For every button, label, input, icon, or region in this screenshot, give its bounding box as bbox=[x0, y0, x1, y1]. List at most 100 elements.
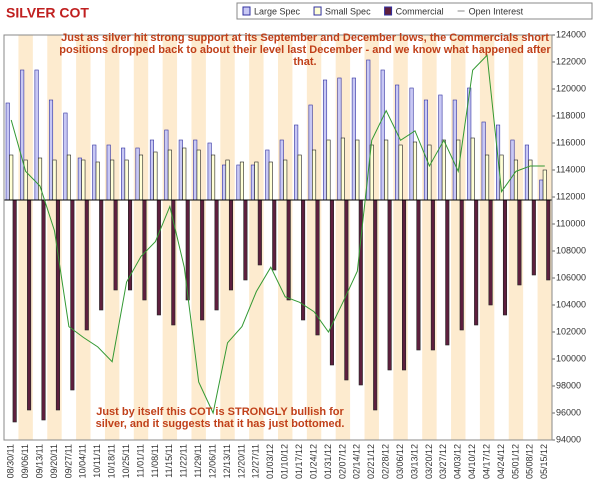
bar bbox=[182, 147, 187, 201]
legend-label: Commercial bbox=[396, 6, 444, 16]
bar bbox=[459, 199, 464, 331]
bar bbox=[329, 199, 334, 366]
bar bbox=[513, 159, 518, 201]
y2-tick-label: 94000 bbox=[556, 434, 581, 444]
bar bbox=[52, 159, 57, 201]
bar bbox=[387, 199, 392, 371]
band bbox=[508, 35, 524, 440]
x-tick-label: 11/22/11 bbox=[179, 444, 189, 478]
bar bbox=[351, 77, 356, 201]
bar bbox=[38, 157, 43, 201]
bar bbox=[12, 199, 17, 423]
annotation: Just by itself this COT is STRONGLY bull… bbox=[96, 406, 344, 418]
bar bbox=[340, 137, 345, 201]
y2-tick-label: 116000 bbox=[556, 137, 585, 147]
x-tick-label: 10/25/11 bbox=[121, 444, 131, 478]
bar bbox=[542, 169, 547, 201]
band bbox=[133, 35, 149, 440]
bar bbox=[66, 154, 71, 201]
band bbox=[278, 35, 293, 440]
x-tick-label: 02/07/12 bbox=[337, 444, 347, 479]
bar bbox=[20, 69, 25, 201]
y2-tick-label: 106000 bbox=[556, 272, 586, 282]
x-tick-label: 04/17/12 bbox=[481, 444, 491, 479]
legend-swatch bbox=[384, 6, 393, 16]
legend-label: Open Interest bbox=[469, 6, 524, 16]
x-tick-label: 11/01/11 bbox=[135, 444, 145, 478]
y2-tick-label: 98000 bbox=[556, 380, 581, 390]
bar bbox=[395, 84, 400, 201]
bar bbox=[41, 199, 46, 421]
x-tick-label: 11/29/11 bbox=[193, 444, 203, 478]
x-tick-label: 03/06/12 bbox=[395, 444, 405, 479]
bar bbox=[355, 139, 360, 201]
legend: Large Spec Small Spec Commercial Open Inter… bbox=[236, 2, 593, 20]
y2-tick-label: 96000 bbox=[556, 407, 581, 417]
bar bbox=[510, 139, 515, 201]
bar bbox=[423, 99, 428, 201]
bar bbox=[337, 77, 342, 201]
y2-tick-label: 100000 bbox=[556, 353, 586, 363]
bar bbox=[124, 159, 129, 201]
annotation: silver, and it suggests that it has just… bbox=[96, 418, 345, 430]
x-tick-label: 01/17/12 bbox=[294, 444, 304, 479]
x-tick-label: 01/31/12 bbox=[323, 444, 333, 479]
x-tick-label: 05/15/12 bbox=[539, 444, 549, 479]
bar bbox=[297, 154, 302, 201]
bar bbox=[99, 199, 104, 311]
x-tick-label: 09/20/11 bbox=[49, 444, 59, 478]
legend-label: Large Spec bbox=[254, 6, 301, 16]
x-tick-label: 09/06/11 bbox=[20, 444, 30, 478]
bar bbox=[84, 199, 89, 331]
bar bbox=[485, 154, 490, 201]
bar bbox=[427, 144, 432, 201]
bar bbox=[171, 199, 176, 326]
bar bbox=[196, 149, 201, 201]
bar bbox=[9, 154, 14, 201]
bar bbox=[34, 69, 39, 201]
legend-swatch bbox=[242, 6, 251, 16]
bar bbox=[207, 142, 212, 201]
x-tick-label: 09/13/11 bbox=[34, 444, 44, 478]
bar bbox=[373, 199, 378, 411]
bar bbox=[149, 139, 154, 201]
x-tick-label: 03/13/12 bbox=[409, 444, 419, 479]
x-tick-label: 12/20/11 bbox=[236, 444, 246, 478]
bar bbox=[430, 199, 435, 351]
bar bbox=[539, 179, 544, 201]
bar bbox=[110, 159, 115, 201]
x-tick-label: 12/27/11 bbox=[251, 444, 261, 478]
bar bbox=[398, 144, 403, 201]
x-tick-label: 05/01/12 bbox=[510, 444, 520, 479]
x-tick-label: 05/08/12 bbox=[525, 444, 535, 479]
x-tick-label: 11/15/11 bbox=[164, 444, 174, 478]
bar bbox=[95, 161, 100, 201]
bar bbox=[178, 139, 183, 201]
bar bbox=[409, 87, 414, 201]
bar bbox=[445, 199, 450, 346]
bar bbox=[438, 94, 443, 201]
x-tick-label: 03/20/12 bbox=[424, 444, 434, 479]
x-tick-label: 11/08/11 bbox=[150, 444, 160, 478]
line bbox=[10, 54, 545, 415]
band bbox=[191, 35, 206, 440]
y2-tick-label: 118000 bbox=[556, 110, 585, 120]
y2-tick-label: 110000 bbox=[556, 218, 585, 228]
bar bbox=[106, 144, 111, 201]
bar bbox=[193, 139, 198, 201]
x-tick-label: 01/03/12 bbox=[265, 444, 275, 479]
x-tick-label: 02/21/12 bbox=[366, 444, 376, 479]
bar bbox=[250, 164, 255, 201]
x-tick-label: 10/18/11 bbox=[107, 444, 117, 478]
bar bbox=[322, 79, 328, 201]
bar bbox=[384, 139, 389, 201]
bar bbox=[344, 199, 349, 381]
bar bbox=[502, 199, 508, 316]
bar bbox=[63, 112, 68, 201]
bar bbox=[531, 199, 536, 276]
bar bbox=[48, 99, 54, 201]
x-tick-label: 04/24/12 bbox=[496, 444, 506, 479]
bar bbox=[121, 147, 126, 201]
bar bbox=[402, 199, 407, 371]
